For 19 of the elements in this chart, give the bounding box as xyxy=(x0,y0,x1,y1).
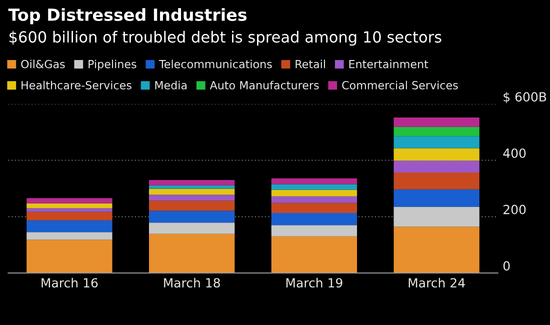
chart-subtitle: $600 billion of troubled debt is spread among 10 sectors xyxy=(10,30,442,46)
legend-label: Media xyxy=(155,80,187,90)
x-tick-label: March 18 xyxy=(164,278,220,288)
y-tick-label: 400 xyxy=(503,148,526,158)
legend-label: Oil&Gas xyxy=(21,60,65,68)
x-tick-label: March 19 xyxy=(286,278,342,288)
y-tick-label: 0 xyxy=(503,261,510,271)
legend-label: Pipelines xyxy=(88,60,136,70)
legend-label: Commercial Services xyxy=(342,80,458,90)
legend-label: Retail xyxy=(296,60,325,68)
y-tick-label: 200 xyxy=(504,204,526,214)
legend-label: Healthcare-Services xyxy=(22,80,132,90)
chart-title: Top Distressed Industries xyxy=(8,8,247,24)
legend-label: Telecommunications xyxy=(159,60,272,68)
legend-label: Entertainment xyxy=(349,60,428,68)
y-tick-label: $ 600B xyxy=(504,92,546,104)
legend-label: Auto Manufacturers xyxy=(210,80,319,90)
x-tick-label: March 24 xyxy=(408,278,465,288)
x-tick-label: March 16 xyxy=(42,278,98,288)
